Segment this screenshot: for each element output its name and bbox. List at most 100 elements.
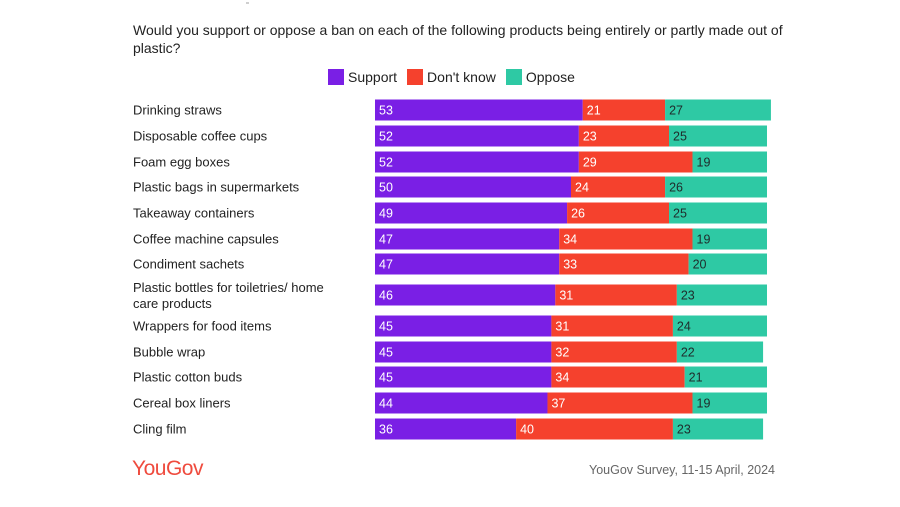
value-label-support-takeaway-containers: 49 <box>379 207 393 221</box>
bar-oppose-coffee-machine-capsules <box>692 228 767 250</box>
bar-oppose-wrappers-for-food-items <box>672 315 767 337</box>
value-label-support-plastic-bottles-for-toiletries-home-care-products: 46 <box>379 289 393 303</box>
bar-don-t-know-foam-egg-boxes <box>578 151 693 173</box>
bar-support-plastic-bottles-for-toiletries-home-care-products <box>375 284 556 306</box>
legend-swatch-dont-know <box>407 69 424 85</box>
legend-label-oppose: Oppose <box>525 69 575 85</box>
value-label-support-drinking-straws: 53 <box>379 104 393 118</box>
value-label-support-cling-film: 36 <box>379 423 393 437</box>
bar-oppose-cling-film <box>672 418 764 440</box>
bar-support-drinking-straws <box>375 99 583 121</box>
value-label-support-plastic-cotton-buds: 45 <box>379 371 393 385</box>
legend-item-dont-know: Don't know <box>407 69 496 85</box>
bar-support-plastic-bags-in-supermarkets <box>375 176 571 198</box>
value-label-don-t-know-plastic-cotton-buds: 34 <box>555 371 569 385</box>
top-divider <box>246 2 249 4</box>
bar-oppose-bubble-wrap <box>676 341 764 363</box>
bar-don-t-know-plastic-cotton-buds <box>551 366 685 388</box>
bar-don-t-know-disposable-coffee-cups <box>578 125 669 147</box>
value-label-don-t-know-condiment-sachets: 33 <box>563 258 577 272</box>
value-label-support-coffee-machine-capsules: 47 <box>379 233 393 247</box>
value-label-oppose-takeaway-containers: 25 <box>673 207 687 221</box>
value-label-don-t-know-bubble-wrap: 32 <box>555 346 569 360</box>
bar-support-wrappers-for-food-items <box>375 315 552 337</box>
legend-label-dont-know: Don't know <box>427 69 496 85</box>
category-label-wrappers-for-food-items: Wrappers for food items <box>133 319 272 334</box>
bar-support-takeaway-containers <box>375 202 568 224</box>
value-label-oppose-bubble-wrap: 22 <box>681 346 695 360</box>
bar-support-condiment-sachets <box>375 253 560 275</box>
value-label-don-t-know-drinking-straws: 21 <box>587 104 601 118</box>
value-label-don-t-know-plastic-bags-in-supermarkets: 24 <box>575 181 589 195</box>
value-label-don-t-know-disposable-coffee-cups: 23 <box>583 130 597 144</box>
bar-support-cling-film <box>375 418 517 440</box>
source-note: YouGov Survey, 11-15 April, 2024 <box>589 463 775 477</box>
bar-support-foam-egg-boxes <box>375 151 579 173</box>
bar-support-bubble-wrap <box>375 341 552 363</box>
legend-label-support: Support <box>348 69 398 85</box>
category-label-coffee-machine-capsules: Coffee machine capsules <box>133 232 279 247</box>
value-label-support-wrappers-for-food-items: 45 <box>379 320 393 334</box>
value-label-don-t-know-foam-egg-boxes: 29 <box>583 156 597 170</box>
bar-don-t-know-plastic-bags-in-supermarkets <box>571 176 666 198</box>
bar-oppose-takeaway-containers <box>669 202 767 224</box>
bar-support-cereal-box-liners <box>375 392 548 414</box>
bar-oppose-foam-egg-boxes <box>692 151 767 173</box>
category-label-takeaway-containers: Takeaway containers <box>133 206 255 221</box>
legend-item-support: Support <box>328 69 397 85</box>
category-label-cereal-box-liners: Cereal box liners <box>133 396 231 411</box>
chart-legend: Support Don't know Oppose <box>328 69 585 85</box>
legend-swatch-oppose <box>505 69 522 85</box>
value-label-support-foam-egg-boxes: 52 <box>379 156 393 170</box>
bar-oppose-drinking-straws <box>665 99 771 121</box>
value-label-oppose-wrappers-for-food-items: 24 <box>677 320 691 334</box>
bar-don-t-know-coffee-machine-capsules <box>559 228 693 250</box>
value-label-oppose-plastic-bottles-for-toiletries-home-care-products: 23 <box>681 289 695 303</box>
bar-support-plastic-cotton-buds <box>375 366 552 388</box>
category-label-foam-egg-boxes: Foam egg boxes <box>133 155 230 170</box>
value-label-don-t-know-coffee-machine-capsules: 34 <box>563 233 577 247</box>
bar-oppose-disposable-coffee-cups <box>669 125 767 147</box>
legend-item-oppose: Oppose <box>505 69 575 85</box>
bar-oppose-plastic-cotton-buds <box>684 366 767 388</box>
value-label-oppose-cereal-box-liners: 19 <box>697 397 711 411</box>
bar-oppose-plastic-bags-in-supermarkets <box>665 176 767 198</box>
bar-don-t-know-condiment-sachets <box>559 253 689 275</box>
category-label-plastic-cotton-buds: Plastic cotton buds <box>133 370 243 385</box>
value-label-oppose-plastic-bags-in-supermarkets: 26 <box>669 181 683 195</box>
bar-support-coffee-machine-capsules <box>375 228 560 250</box>
value-label-support-plastic-bags-in-supermarkets: 50 <box>379 181 393 195</box>
value-label-oppose-foam-egg-boxes: 19 <box>697 156 711 170</box>
value-label-oppose-coffee-machine-capsules: 19 <box>697 233 711 247</box>
value-label-don-t-know-wrappers-for-food-items: 31 <box>555 320 569 334</box>
value-label-support-bubble-wrap: 45 <box>379 346 393 360</box>
yougov-logo: YouGov <box>132 457 203 480</box>
bar-don-t-know-drinking-straws <box>582 99 666 121</box>
category-label-bubble-wrap: Bubble wrap <box>133 345 205 360</box>
value-label-don-t-know-plastic-bottles-for-toiletries-home-care-products: 31 <box>559 289 573 303</box>
value-label-don-t-know-takeaway-containers: 26 <box>571 207 585 221</box>
bar-don-t-know-wrappers-for-food-items <box>551 315 673 337</box>
value-label-support-cereal-box-liners: 44 <box>379 397 393 411</box>
value-label-don-t-know-cereal-box-liners: 37 <box>551 397 565 411</box>
bar-don-t-know-cling-film <box>516 418 673 440</box>
category-label-disposable-coffee-cups: Disposable coffee cups <box>133 129 268 144</box>
category-label-drinking-straws: Drinking straws <box>133 103 222 118</box>
bar-oppose-cereal-box-liners <box>692 392 767 414</box>
category-label-plastic-bottles-for-toiletries-home-care-products: Plastic bottles for toiletries/ home care… <box>133 280 324 311</box>
bar-don-t-know-cereal-box-liners <box>547 392 693 414</box>
value-label-oppose-cling-film: 23 <box>677 423 691 437</box>
value-label-oppose-condiment-sachets: 20 <box>693 258 707 272</box>
value-label-oppose-drinking-straws: 27 <box>669 104 683 118</box>
value-label-don-t-know-cling-film: 40 <box>520 423 534 437</box>
category-label-condiment-sachets: Condiment sachets <box>133 257 245 272</box>
value-label-oppose-disposable-coffee-cups: 25 <box>673 130 687 144</box>
category-label-plastic-bags-in-supermarkets: Plastic bags in supermarkets <box>133 180 300 195</box>
bar-don-t-know-plastic-bottles-for-toiletries-home-care-products <box>555 284 677 306</box>
bar-don-t-know-takeaway-containers <box>567 202 669 224</box>
legend-swatch-support <box>328 69 344 85</box>
category-label-cling-film: Cling film <box>133 422 186 437</box>
value-label-support-condiment-sachets: 47 <box>379 258 393 272</box>
value-label-support-disposable-coffee-cups: 52 <box>379 130 393 144</box>
